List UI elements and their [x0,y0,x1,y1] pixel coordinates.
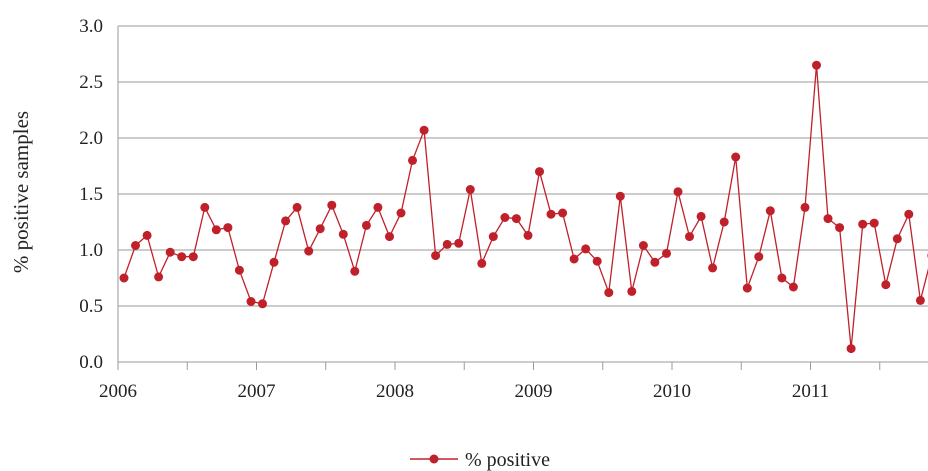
data-point [200,202,210,212]
data-point [246,297,256,306]
y-tick-label: 0.0 [79,352,103,373]
data-point [465,185,475,194]
y-tick-label: 3.0 [79,16,103,37]
data-point [523,230,533,240]
data-point [188,252,198,262]
data-point [396,208,406,218]
data-point [604,288,614,298]
legend-marker [429,454,439,464]
y-tick-label: 1.0 [79,240,103,261]
data-point [385,232,394,242]
data-point [708,263,718,273]
data-point [846,344,856,354]
y-tick-label: 0.5 [79,296,103,317]
data-point [338,229,348,239]
data-point [442,239,452,249]
data-point [765,206,775,216]
data-point [742,283,752,293]
data-point [431,251,441,261]
grid-lines [118,25,928,307]
data-point [673,187,683,197]
data-point [315,224,325,234]
data-point [488,232,498,242]
data-point [304,246,314,256]
data-point [500,213,510,222]
data-point [258,299,267,309]
data-point [281,216,291,226]
data-point [327,200,337,210]
data-point [731,152,741,162]
y-axis-label: % positive samples [9,111,33,273]
data-point [511,214,521,224]
x-tick-label: 2010 [653,381,691,402]
data-point [211,225,221,235]
data-point [800,202,810,212]
x-tick-labels: 2006 2007 2008 2009 2010 2011 [99,381,829,402]
data-point [569,254,579,264]
data-point [592,256,602,266]
data-point [869,218,879,228]
series-group [119,60,928,354]
data-point [419,125,429,135]
data-point [131,241,140,250]
data-point [788,282,798,292]
data-point [777,273,787,283]
data-point [881,280,891,290]
data-point [638,241,648,250]
data-point [165,247,175,257]
legend-label: % positive [465,449,550,471]
data-point [627,286,637,296]
data-point [662,248,671,258]
data-point [142,230,152,240]
data-point [754,252,764,262]
data-point [823,214,833,224]
legend: % positive [410,449,550,471]
data-point [154,272,164,282]
data-point [177,252,187,262]
data-point [408,155,417,165]
data-point [835,223,845,233]
data-point [546,209,556,219]
data-point [373,202,383,212]
data-point [558,208,568,218]
data-point [685,232,694,242]
data-point [350,266,360,276]
data-point [650,257,660,267]
y-tick-labels: 0.0 0.5 1.0 1.5 2.0 2.5 3.0 [79,16,103,373]
data-point [904,209,914,219]
data-point [292,202,302,212]
data-point [915,295,925,305]
data-point [858,219,868,229]
data-point [696,211,706,221]
data-point [234,265,244,275]
x-tick-label: 2006 [99,381,137,402]
data-point [269,257,279,267]
y-tick-label: 1.5 [79,184,103,205]
axes [117,26,928,370]
data-point [892,234,902,244]
data-point [223,223,233,233]
y-tick-label: 2.0 [79,128,103,149]
x-tick-label: 2007 [238,381,276,402]
data-point [812,60,821,70]
x-tick-label: 2008 [376,381,414,402]
x-tick-label: 2009 [515,381,553,402]
data-point [719,217,729,227]
data-point [454,238,464,248]
data-point [615,191,625,201]
data-point [119,273,129,283]
data-point [581,244,591,254]
data-point [361,220,371,230]
data-point [535,167,544,177]
y-tick-label: 2.5 [79,72,103,93]
x-tick-label: 2011 [792,381,829,402]
data-point [477,258,487,268]
